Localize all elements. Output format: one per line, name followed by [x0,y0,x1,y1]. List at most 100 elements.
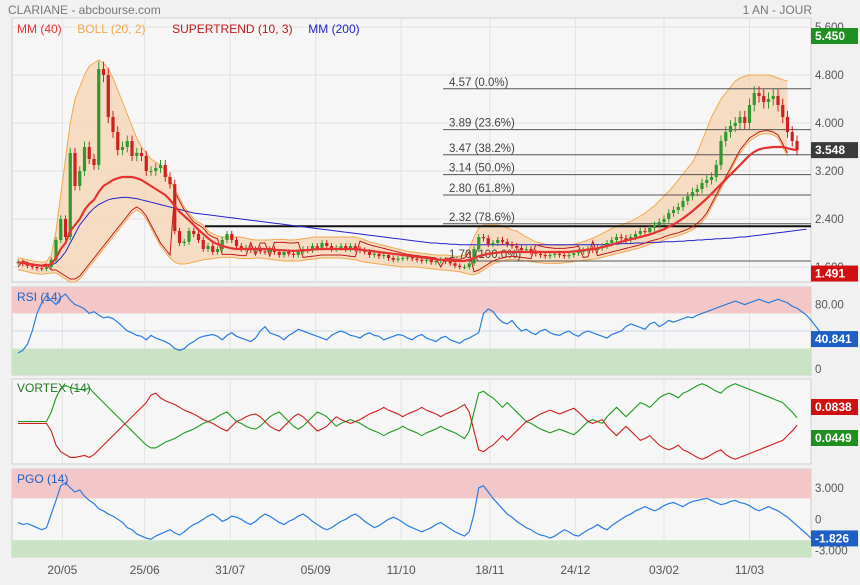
candle-body [481,237,486,239]
candle-body [771,96,775,99]
candle-body [415,258,419,260]
y-tick-label: -3.000 [815,546,848,558]
candle-body [557,253,562,255]
rsi-oversold-zone [12,348,811,375]
vortex-plus-tag: 0.0449 [815,431,852,445]
candle-body [30,265,34,267]
rsi-line [17,293,836,354]
candle-body [344,246,348,249]
candle-body [63,219,68,237]
candle-body [467,263,471,267]
candle-body [154,168,158,171]
candle-body [705,180,709,183]
legend-entry: MM (200) [308,22,359,36]
candle-body [315,246,319,248]
y-tick-label: 4.800 [815,70,844,82]
legend-entry: MM (40) [17,22,62,36]
price-tag-bg [811,142,858,159]
candle-body [158,165,163,168]
candle-body [173,184,177,231]
candle-body [505,241,509,245]
candle-body [163,165,167,177]
candle-body [662,219,666,222]
panel-vortex [11,378,812,465]
vortex-plus-line [18,383,798,449]
price-tag: 3.548 [815,143,845,157]
candle-body [676,207,680,210]
candle-body [420,259,424,261]
candle-body [496,240,500,243]
candle-body [562,255,566,257]
candle-body [790,132,794,141]
candle-body [106,75,110,117]
candle-body [410,257,414,259]
candle-body [500,240,505,242]
candle-body [40,268,44,270]
candle-body [643,231,647,233]
rsi-value-tag: 40.841 [815,332,852,346]
vortex-minus-tag-bg [811,399,858,415]
candle-body [738,117,742,123]
candle-body [291,253,296,255]
candle-body [211,246,215,252]
candle-body [182,241,186,243]
y-tick-label: 80.00 [815,300,844,312]
candle-body [339,246,343,248]
candle-body [135,153,139,156]
candle-body [329,246,334,249]
candle-body [486,238,490,245]
candle-body [472,249,476,264]
candle-body [372,253,376,255]
fib-level-label: 3.47 (38.2%) [449,143,515,155]
candle-body [149,171,153,172]
candle-body [144,156,148,171]
candle-body [111,117,115,132]
candle-body [686,196,690,201]
candle-body [548,255,552,257]
candle-body [785,117,790,132]
candle-body [448,261,452,264]
candle-body [671,210,676,213]
pgo-low-zone [12,540,811,557]
candle-body [277,252,281,255]
pgo-value-tag: -1.826 [815,531,849,545]
candle-body [54,240,58,260]
candle-body [491,243,495,245]
candle-body [462,267,467,268]
candle-body [781,105,785,117]
candle-body [515,246,519,248]
candle-body [605,243,609,246]
candle-body [695,189,699,192]
candle-body [97,69,101,165]
rsi-tag-bg [811,331,858,348]
x-tick-label: 31/07 [215,563,245,577]
candle-body [310,246,315,251]
candle-body [296,252,300,255]
fib-level-label: 2.32 (78.6%) [449,212,515,224]
candle-body [348,246,353,249]
candle-body [510,244,514,246]
candle-body [576,252,581,254]
candle-body [382,255,386,257]
candle-body [776,96,780,105]
candle-body [690,192,695,197]
candle-body [619,237,623,239]
candle-body [120,147,125,150]
y-tick-label: 0 [815,364,821,376]
y-tick-label: 4.000 [815,118,844,130]
rsi-overbought-zone [12,287,811,314]
candle-body [44,267,49,269]
candle-body [35,267,39,269]
supertrend-line [17,130,788,280]
candle-body [543,255,547,257]
candle-body [139,153,144,156]
x-tick-label: 18/11 [475,563,504,577]
candle-body [700,183,704,189]
chart-period: 1 AN - JOUR [742,3,812,17]
fib-level-label: 4.57 (0.0%) [449,77,509,89]
candle-body [681,201,685,207]
price-tag-bg [811,28,858,44]
candle-body [766,99,771,102]
candle-body [396,258,400,260]
